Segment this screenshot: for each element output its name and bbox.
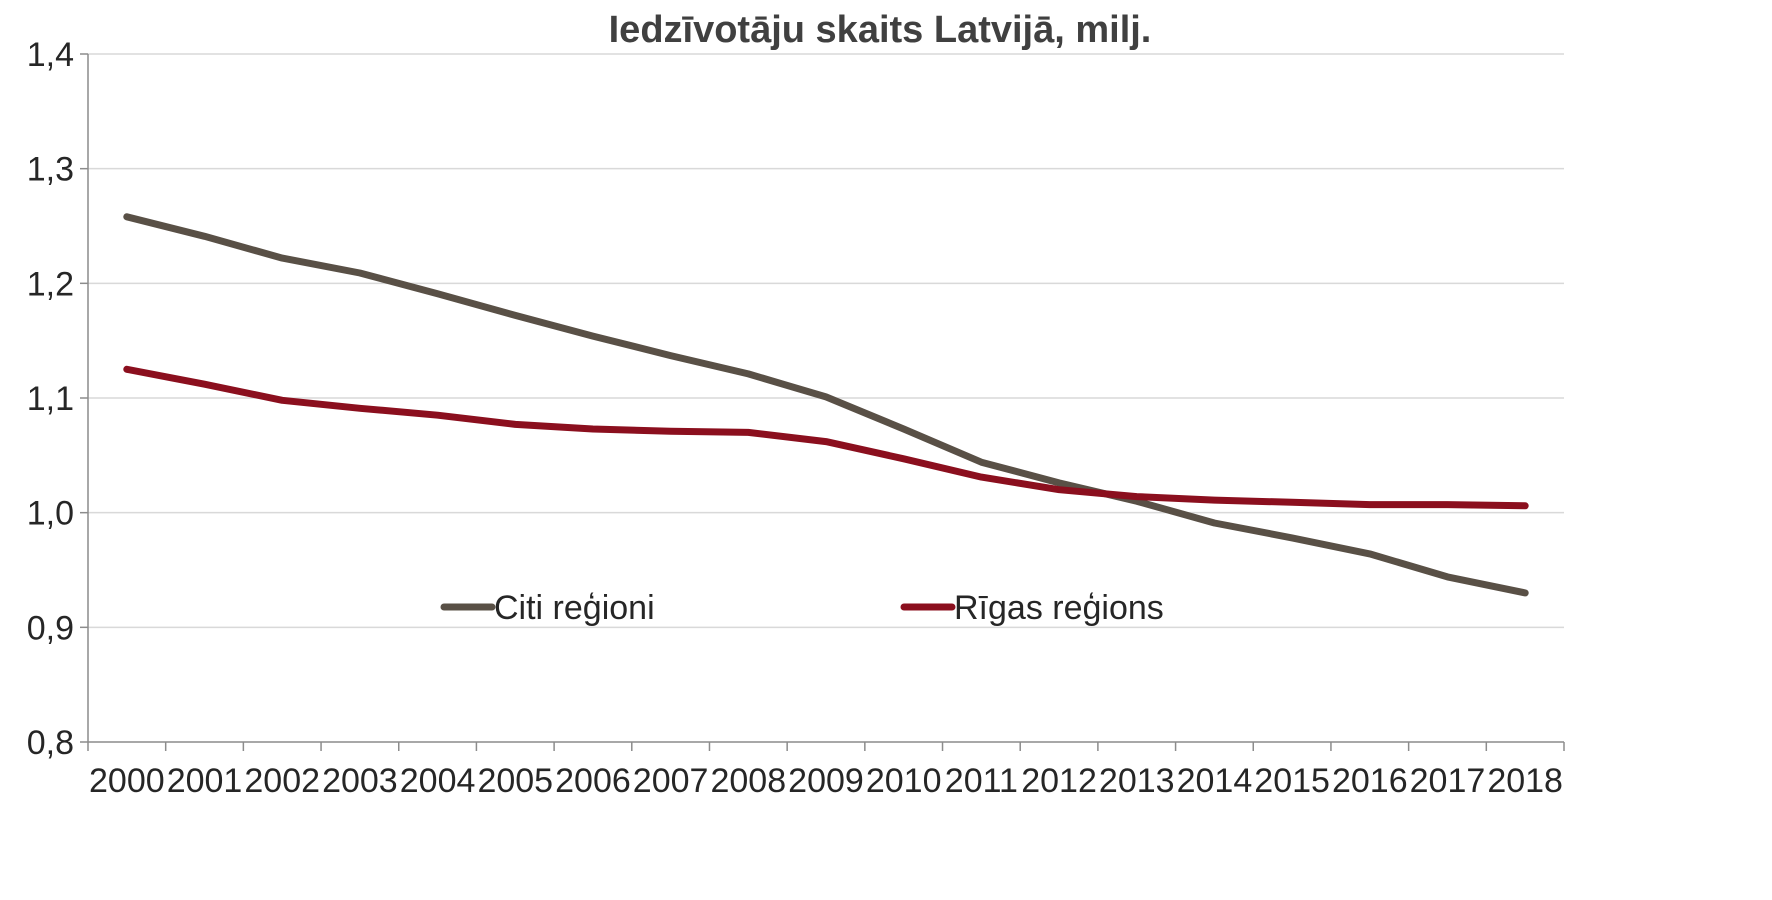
x-tick-label: 2011	[945, 762, 1018, 800]
x-tick-label: 2002	[244, 762, 320, 800]
x-tick-label: 2015	[1254, 762, 1330, 800]
x-tick-label: 2018	[1487, 762, 1563, 800]
x-tick-label: 2009	[788, 762, 864, 800]
series-lines	[123, 213, 1529, 597]
y-axis-ticks: 1,4 1,3 1,2 1,1 1,0 0,9 0,8	[27, 36, 88, 762]
series-line-2	[123, 365, 1529, 510]
y-tick-label: 1,1	[27, 380, 74, 418]
x-tick-label: 2012	[1021, 762, 1097, 800]
y-tick-label: 1,3	[27, 151, 74, 189]
x-tick-label: 2008	[710, 762, 786, 800]
x-tick-label: 2004	[400, 762, 476, 800]
x-tick-label: 2000	[89, 762, 165, 800]
x-tick-label: 2001	[167, 762, 243, 800]
x-tick-label: 2007	[633, 762, 709, 800]
x-tick-label: 2014	[1177, 762, 1253, 800]
x-tick-label: 2003	[322, 762, 398, 800]
y-tick-label: 1,4	[27, 36, 74, 74]
y-tick-label: 0,9	[27, 609, 74, 647]
x-tick-label: 2016	[1332, 762, 1408, 800]
chart-title: Iedzīvotāju skaits Latvijā, milj.	[609, 9, 1152, 51]
x-tick-label: 2006	[555, 762, 631, 800]
x-tick-label: 2017	[1410, 762, 1486, 800]
gridlines	[88, 53, 1564, 629]
x-tick-label: 2013	[1099, 762, 1175, 800]
y-tick-label: 1,2	[27, 265, 74, 303]
series-line-1	[123, 213, 1529, 597]
x-axis-ticks: 2000 2001 2002 2003 2004 2005 2006 2007 2008 2009…	[87, 742, 1565, 800]
legend-label: Rīgas reģions	[954, 589, 1164, 627]
legend: Citi reģioni Rīgas reģions	[440, 589, 1164, 627]
y-tick-label: 1,0	[27, 495, 74, 533]
legend-label: Citi reģioni	[494, 589, 655, 627]
x-tick-label: 2010	[866, 762, 942, 800]
x-tick-label: 2005	[477, 762, 553, 800]
y-tick-label: 0,8	[27, 724, 74, 762]
